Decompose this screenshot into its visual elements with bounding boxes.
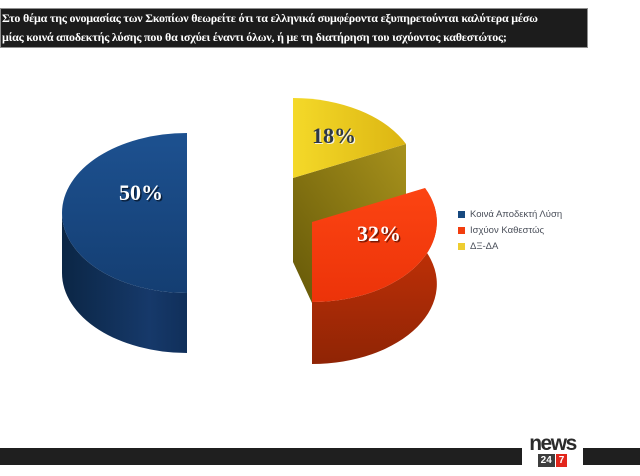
- legend-item-koina-apodekti-lysi: Κοινά Αποδεκτή Λύση: [458, 206, 562, 222]
- pie-slice-blue-top: [62, 133, 187, 293]
- legend-label: Ισχύον Καθεστώς: [470, 224, 545, 236]
- legend-label: ΔΞ-ΔΑ: [470, 240, 499, 252]
- legend-swatch-red: [458, 226, 465, 234]
- pie-slice-yellow-side: [293, 144, 406, 303]
- legend-item-ischyon-kathestos: Ισχύον Καθεστώς: [458, 222, 562, 238]
- pie-slice-red-side: [312, 188, 437, 364]
- footer-bar-left: [0, 448, 522, 465]
- label-yellow-shadow: 18%: [313, 124, 357, 149]
- legend: Κοινά Αποδεκτή Λύση Ισχύον Καθεστώς ΔΞ-Δ…: [458, 206, 562, 254]
- news247-logo: news 24 7: [522, 432, 583, 474]
- logo-news-text: news: [529, 432, 577, 455]
- question-title-bar: Στο θέμα της ονομασίας των Σκοπίων θεωρε…: [0, 8, 588, 48]
- pie-slice-yellow-top: [293, 98, 406, 178]
- legend-label: Κοινά Αποδεκτή Λύση: [470, 208, 563, 220]
- question-line-2: μίας κοινά αποδεκτής λύσης που θα ισχύει…: [2, 30, 507, 44]
- legend-swatch-blue: [458, 210, 465, 218]
- label-red-shadow: 32%: [359, 223, 403, 248]
- logo-24-box: 24: [537, 454, 555, 467]
- label-red: 32%: [357, 221, 401, 246]
- logo-boxes: 24 7: [522, 454, 583, 467]
- legend-item-dx-da: ΔΞ-ΔΑ: [458, 238, 562, 254]
- pie-slice-red-top: [312, 188, 437, 302]
- footer-bar-right: [583, 448, 640, 465]
- label-blue: 50%: [119, 180, 163, 205]
- label-blue-shadow: 50%: [121, 182, 165, 207]
- logo-7-box: 7: [555, 454, 568, 467]
- legend-swatch-yellow: [458, 242, 465, 250]
- label-yellow: 18%: [312, 123, 356, 148]
- pie-slice-blue-side: [62, 213, 187, 353]
- question-line-1: Στο θέμα της ονομασίας των Σκοπίων θεωρε…: [2, 11, 538, 25]
